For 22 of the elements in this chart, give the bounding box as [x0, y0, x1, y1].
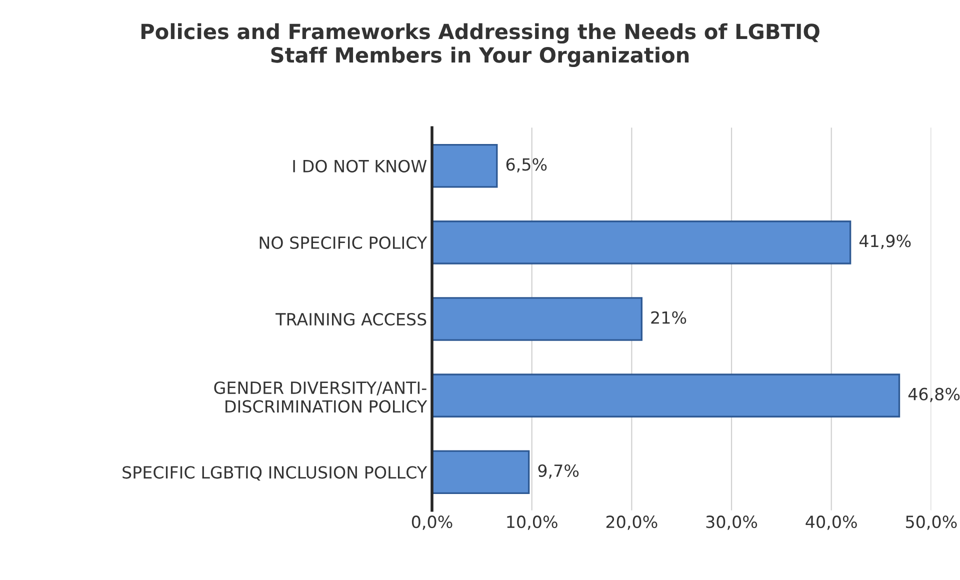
bar [432, 220, 852, 264]
x-tick-label: 10,0% [507, 516, 558, 530]
x-tick-label: 30,0% [706, 516, 758, 530]
chart-title: Policies and Frameworks Addressing the Needs of LGBTIQ Staff Members in Your Organization [141, 23, 820, 68]
y-tick-label: I DO NOT KNOW [293, 160, 427, 172]
x-tick-label: 0,0% [412, 516, 452, 530]
x-tick-label: 20,0% [606, 516, 658, 530]
bar [432, 450, 530, 494]
y-tick-label: NO SPECIFIC POLICY [260, 236, 428, 250]
data-label: 46,8% [908, 388, 960, 402]
data-label: 41,9% [859, 234, 911, 249]
x-tick-label: 40,0% [806, 516, 857, 530]
y-tick-label: GENDER DIVERSITY/ANTI- DISCRIMINATION POLICY [214, 381, 428, 413]
bar [432, 297, 642, 341]
bar [432, 144, 498, 188]
y-tick-label: SPECIFIC LGBTIQ INCLUSION POLLCY [122, 466, 428, 481]
data-label: 9,7% [538, 464, 579, 479]
data-label: 6,5% [506, 158, 547, 172]
data-label: 21% [651, 311, 686, 324]
y-tick-label: TRAINING ACCESS [276, 312, 426, 326]
bar [432, 374, 900, 418]
x-tick-label: 50,0% [906, 516, 957, 530]
